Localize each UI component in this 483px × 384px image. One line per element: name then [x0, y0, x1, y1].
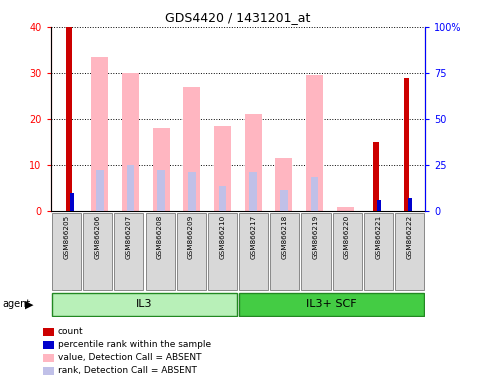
Bar — [52, 213, 81, 290]
Bar — [270, 213, 299, 290]
Text: GSM866218: GSM866218 — [282, 215, 288, 260]
Text: GSM866207: GSM866207 — [126, 215, 132, 260]
Bar — [364, 213, 393, 290]
Bar — [122, 73, 139, 211]
Bar — [157, 170, 165, 211]
Text: GSM866221: GSM866221 — [375, 215, 381, 260]
Bar — [395, 213, 424, 290]
Text: IL3+ SCF: IL3+ SCF — [306, 299, 357, 309]
Bar — [239, 213, 268, 290]
Bar — [306, 75, 323, 211]
Text: count: count — [58, 327, 84, 336]
Text: percentile rank within the sample: percentile rank within the sample — [58, 340, 211, 349]
Bar — [114, 213, 143, 290]
Text: rank, Detection Call = ABSENT: rank, Detection Call = ABSENT — [58, 366, 197, 376]
Bar — [127, 165, 134, 211]
Bar — [184, 87, 200, 211]
Bar — [404, 78, 410, 211]
Bar — [275, 158, 292, 211]
Bar — [280, 190, 288, 211]
Bar — [301, 213, 330, 290]
Text: GSM866208: GSM866208 — [157, 215, 163, 260]
Bar — [249, 172, 257, 211]
Text: GSM866206: GSM866206 — [95, 215, 100, 260]
Bar — [188, 172, 196, 211]
Bar — [96, 170, 104, 211]
Text: ▶: ▶ — [25, 299, 34, 310]
Bar — [219, 186, 227, 211]
Bar — [66, 27, 72, 211]
Text: GSM866219: GSM866219 — [313, 215, 319, 260]
Text: value, Detection Call = ABSENT: value, Detection Call = ABSENT — [58, 353, 201, 362]
Bar — [377, 200, 381, 211]
Bar — [337, 207, 354, 211]
Text: GSM866220: GSM866220 — [344, 215, 350, 260]
Text: GSM866209: GSM866209 — [188, 215, 194, 260]
Bar — [153, 128, 170, 211]
Bar — [408, 198, 412, 211]
Bar — [83, 213, 112, 290]
Text: GSM866205: GSM866205 — [63, 215, 70, 260]
Bar — [145, 213, 174, 290]
Text: agent: agent — [2, 299, 30, 310]
Bar — [208, 213, 237, 290]
Bar — [373, 142, 379, 211]
Text: GSM866222: GSM866222 — [406, 215, 412, 260]
Bar — [214, 126, 231, 211]
Text: GSM866210: GSM866210 — [219, 215, 225, 260]
Bar — [52, 293, 237, 316]
Text: IL3: IL3 — [136, 299, 153, 309]
Title: GDS4420 / 1431201_at: GDS4420 / 1431201_at — [165, 11, 311, 24]
Bar — [311, 177, 318, 211]
Bar — [91, 57, 108, 211]
Text: GSM866217: GSM866217 — [251, 215, 256, 260]
Bar — [333, 213, 362, 290]
Bar — [245, 114, 262, 211]
Bar — [239, 293, 424, 316]
Bar — [177, 213, 206, 290]
Bar — [70, 193, 74, 211]
